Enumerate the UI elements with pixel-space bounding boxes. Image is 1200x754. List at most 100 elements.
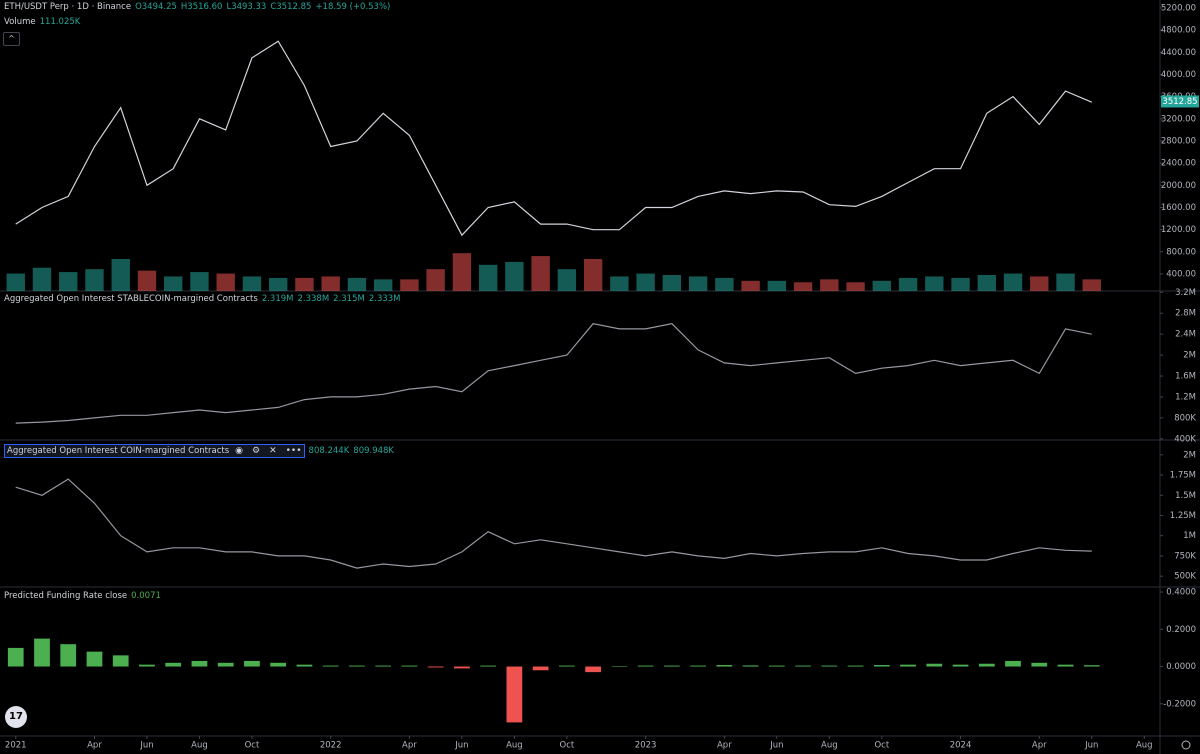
y-tick-label: 1M [1183,531,1196,541]
legend-title: Aggregated Open Interest STABLECOIN-marg… [4,294,258,304]
funding-bar [34,638,50,667]
pane-legend: ETH/USDT Perp · 1D · Binance O3494.25 H351… [4,2,390,12]
funding-bar [768,665,785,667]
funding-bar [926,663,943,667]
legend-value: 0.0071 [131,591,161,601]
y-tick-label: 0.0000 [1166,662,1196,672]
series-line [15,323,1092,424]
y-tick-label: 0.4000 [1166,588,1196,598]
volume-bar [505,261,524,291]
funding-bar [165,662,182,667]
funding-bar [847,665,864,667]
volume-bar [793,282,813,291]
volume-bar [610,276,629,291]
funding-bar [454,666,470,669]
x-tick-label: 2022 [320,741,342,751]
x-tick-label: Aug [821,741,838,751]
volume-bar [1003,273,1023,291]
volume-bar [137,270,157,291]
funding-bar [506,666,523,723]
legend-title: Aggregated Open Interest COIN-margined C… [4,444,305,458]
x-tick-label: Apr [1032,741,1047,751]
funding-bar [690,665,706,667]
volume-bar [820,279,839,291]
funding-bar [532,666,549,671]
y-tick-label: 500K [1174,572,1196,582]
y-tick-label: 3200.00 [1161,114,1196,124]
funding-bar [585,666,601,673]
x-tick-label: Apr [402,741,417,751]
funding-bar [427,666,444,668]
legend-value: H3516.60 [180,2,223,12]
volume-legend: Volume 111.025K [4,17,80,27]
tool-icon[interactable]: ⚙ [251,446,261,456]
legend-title: ETH/USDT Perp · 1D · Binance [4,2,132,12]
x-tick-label: Apr [717,741,732,751]
volume-bar [164,276,183,291]
volume-bar [741,280,760,291]
y-tick-label: 800.00 [1166,247,1196,257]
y-tick-label: 1.25M [1170,511,1196,521]
funding-bar [1083,665,1100,667]
volume-bar [977,274,996,291]
x-tick-label: Jun [454,741,468,751]
legend-value: 809.948K [353,446,395,456]
x-tick-label: Aug [191,741,208,751]
legend-value: 2.315M [333,294,365,304]
tool-icon[interactable]: ✕ [269,446,277,456]
funding-bar [7,647,24,667]
volume-bar [295,277,314,291]
legend-value: +18.59 (+0.53%) [315,2,391,12]
funding-bar [139,664,155,667]
y-tick-label: 2800.00 [1161,136,1196,146]
tool-icon[interactable]: ••• [285,446,302,456]
y-tick-label: 1.2M [1175,392,1196,402]
volume-bar [662,274,682,291]
volume-bar [347,277,367,291]
volume-bar [478,264,498,291]
y-tick-label: 4800.00 [1161,26,1196,36]
funding-bar [60,644,77,667]
collapse-button[interactable]: ^ [3,32,20,46]
x-tick-label: Oct [245,741,260,751]
y-tick-label: 2.4M [1175,330,1196,340]
volume-bar [85,269,104,291]
volume-bar [636,273,655,291]
x-tick-label: 2023 [635,741,657,751]
volume-bar [951,277,970,291]
legend-value: C3512.85 [270,2,312,12]
funding-bar [1031,662,1048,667]
volume-bar [1082,279,1101,291]
y-tick-label: 2M [1183,351,1196,361]
x-tick-label: Jun [769,741,783,751]
y-tick-label: 400K [1174,434,1196,444]
funding-bar [270,662,287,667]
y-tick-label: 2M [1183,450,1196,460]
funding-bar [978,663,995,667]
y-tick-label: -0.2000 [1163,699,1196,709]
funding-bar [1057,664,1074,667]
tradingview-logo: 17 [5,706,27,728]
volume-bar [59,272,78,291]
series-line [15,478,1092,569]
y-tick-label: 0.2000 [1166,625,1196,635]
legend-title: Volume [4,17,36,27]
tool-icon[interactable]: ◉ [235,446,243,456]
x-tick-label: Aug [1136,741,1153,751]
volume-bar [426,269,445,291]
volume-bar [531,256,550,291]
pane-legend: Aggregated Open Interest STABLECOIN-marg… [4,294,401,304]
y-tick-label: 5200.00 [1161,3,1196,13]
funding-bar [1005,660,1021,667]
funding-bar [375,665,392,667]
y-tick-label: 1.5M [1175,491,1196,501]
y-tick-label: 4000.00 [1161,70,1196,80]
volume-bar [321,276,340,291]
settings-icon[interactable] [1181,740,1191,750]
y-tick-label: 3.2M [1175,288,1196,298]
volume-bar [715,277,734,291]
y-tick-label: 1.6M [1175,372,1196,382]
funding-bar [401,665,418,667]
